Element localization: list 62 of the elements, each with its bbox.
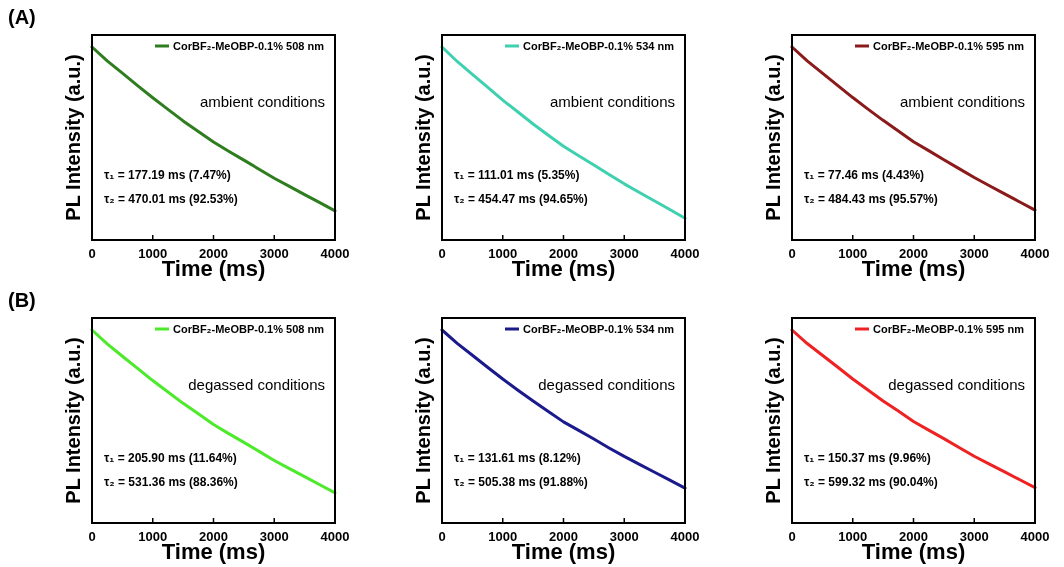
legend-label: CorBF₂-MeOBP-0.1% 534 nm [523, 323, 675, 335]
x-tick-label: 2000 [899, 529, 928, 544]
annotation: τ₁ = 131.61 ms (8.12%) [454, 451, 581, 465]
legend-label: CorBF₂-MeOBP-0.1% 595 nm [873, 40, 1025, 52]
x-tick-label: 0 [438, 529, 446, 544]
annotation: degassed conditions [188, 376, 325, 393]
x-tick-label: 2000 [199, 246, 228, 261]
legend-label: CorBF₂-MeOBP-0.1% 534 nm [523, 40, 675, 52]
annotation: τ₂ = 531.36 ms (88.36%) [104, 475, 238, 489]
x-tick-label: 4000 [670, 529, 700, 544]
y-axis-title: PL Intensity (a.u.) [412, 337, 434, 504]
annotation: τ₂ = 505.38 ms (91.88%) [454, 475, 588, 489]
annotation: τ₁ = 205.90 ms (11.64%) [104, 451, 237, 465]
x-tick-label: 1000 [138, 529, 168, 544]
y-axis-title: PL Intensity (a.u.) [62, 54, 84, 221]
annotation: τ₂ = 484.43 ms (95.57%) [804, 192, 938, 206]
legend-label: CorBF₂-MeOBP-0.1% 508 nm [173, 40, 325, 52]
annotation: τ₂ = 470.01 ms (92.53%) [104, 192, 238, 206]
y-axis-title: PL Intensity (a.u.) [762, 54, 784, 221]
x-tick-label: 1000 [838, 529, 868, 544]
x-tick-label: 4000 [1020, 246, 1050, 261]
annotation: degassed conditions [538, 376, 675, 393]
x-tick-label: 1000 [488, 529, 518, 544]
annotation: τ₁ = 111.01 ms (5.35%) [454, 168, 580, 182]
annotation: ambient conditions [899, 93, 1025, 110]
y-axis-title: PL Intensity (a.u.) [412, 54, 434, 221]
x-tick-label: 3000 [259, 246, 289, 261]
x-tick-label: 1000 [838, 246, 868, 261]
chart-title: (A) [8, 6, 36, 28]
x-tick-label: 4000 [320, 529, 350, 544]
x-tick-label: 1000 [138, 246, 168, 261]
x-tick-label: 4000 [670, 246, 700, 261]
x-tick-label: 0 [788, 246, 796, 261]
x-tick-label: 3000 [959, 529, 989, 544]
x-tick-label: 3000 [959, 246, 989, 261]
y-axis-title: PL Intensity (a.u.) [62, 337, 84, 504]
annotation: τ₂ = 599.32 ms (90.04%) [804, 475, 938, 489]
annotation: ambient conditions [549, 93, 675, 110]
y-axis-title: PL Intensity (a.u.) [762, 337, 784, 504]
x-tick-label: 2000 [549, 246, 578, 261]
x-tick-label: 2000 [899, 246, 928, 261]
x-tick-label: 0 [438, 246, 446, 261]
annotation: τ₁ = 77.46 ms (4.43%) [804, 168, 925, 182]
x-tick-label: 2000 [199, 529, 228, 544]
legend-label: CorBF₂-MeOBP-0.1% 595 nm [873, 323, 1025, 335]
x-tick-label: 0 [88, 529, 96, 544]
x-tick-label: 3000 [609, 246, 639, 261]
x-tick-label: 0 [88, 246, 96, 261]
x-tick-label: 0 [788, 529, 796, 544]
x-tick-label: 4000 [1020, 529, 1050, 544]
x-tick-label: 3000 [609, 529, 639, 544]
x-tick-label: 2000 [549, 529, 578, 544]
chart-title: (B) [8, 289, 36, 311]
legend-label: CorBF₂-MeOBP-0.1% 508 nm [173, 323, 325, 335]
annotation: degassed conditions [888, 376, 1025, 393]
annotation: τ₁ = 150.37 ms (9.96%) [804, 451, 931, 465]
x-tick-label: 3000 [259, 529, 289, 544]
x-tick-label: 1000 [488, 246, 518, 261]
x-tick-label: 4000 [320, 246, 350, 261]
annotation: ambient conditions [199, 93, 325, 110]
annotation: τ₁ = 177.19 ms (7.47%) [104, 168, 231, 182]
annotation: τ₂ = 454.47 ms (94.65%) [454, 192, 588, 206]
